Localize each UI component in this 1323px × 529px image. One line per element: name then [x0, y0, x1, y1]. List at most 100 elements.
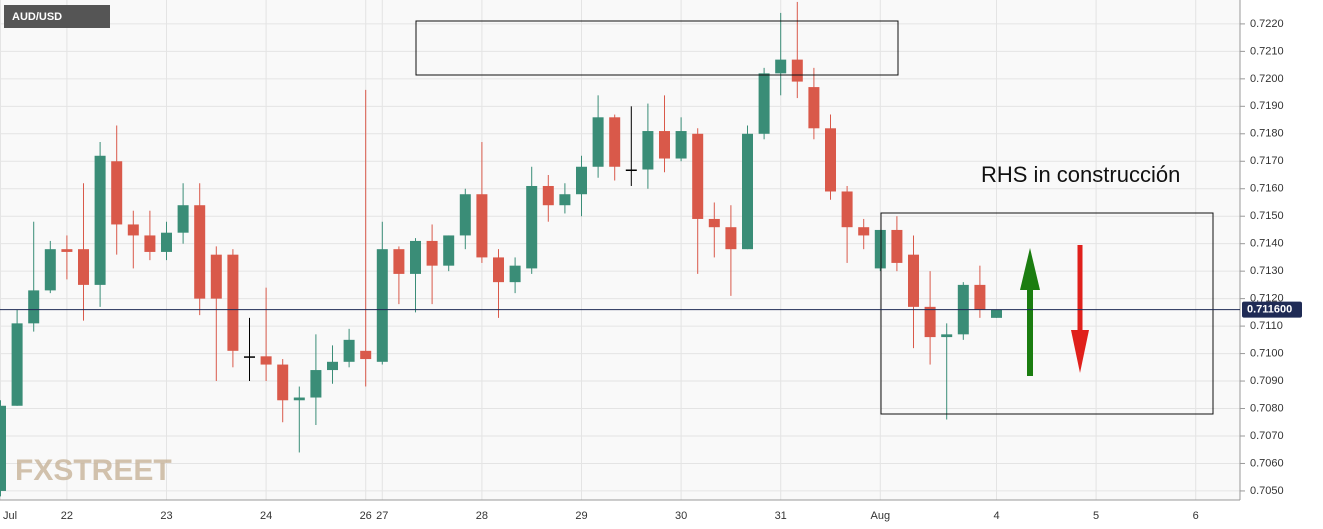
y-tick-label: 0.7060 [1250, 457, 1284, 469]
x-tick-label: 27 [376, 510, 388, 522]
candle-body [210, 254, 222, 299]
candle-body [841, 191, 853, 228]
candle-body [708, 218, 720, 228]
candle-body [493, 257, 504, 283]
last-price-label: 0.711600 [1247, 304, 1292, 316]
candle-body [526, 185, 538, 269]
candle-body [576, 166, 587, 195]
candle-body [758, 73, 770, 134]
candle-body [376, 249, 388, 362]
candle-body [941, 334, 953, 338]
candle-body [725, 227, 737, 250]
candle-body [692, 133, 704, 219]
y-tick-label: 0.7080 [1250, 402, 1284, 414]
candle-body [360, 350, 372, 360]
y-tick-label: 0.7160 [1250, 183, 1284, 195]
candle-body [659, 131, 670, 159]
candle-body [858, 227, 870, 236]
x-tick-label: 4 [993, 510, 999, 522]
candle-body [991, 309, 1002, 318]
candle-body [161, 232, 172, 252]
y-tick-label: 0.7190 [1250, 100, 1284, 112]
x-tick-label: 24 [260, 510, 272, 522]
x-tick-label: 6 [1193, 510, 1199, 522]
candle-body [874, 229, 886, 269]
plot-background [0, 0, 1240, 500]
watermark: FXSTREET [15, 454, 172, 487]
y-tick-label: 0.7110 [1250, 320, 1283, 332]
candle-body [194, 205, 206, 299]
candle-body [177, 205, 189, 233]
x-tick-label: 28 [476, 510, 488, 522]
y-tick-label: 0.7150 [1250, 210, 1284, 222]
x-tick-label: 30 [675, 510, 687, 522]
candle-body [459, 194, 471, 236]
candle-body [61, 249, 73, 252]
candle-body [0, 405, 6, 491]
annotation-box [415, 20, 899, 76]
candle-body [908, 254, 919, 307]
candle-body [144, 235, 156, 252]
y-tick-label: 0.7130 [1250, 265, 1284, 277]
candle-body [244, 356, 255, 358]
candle-body [625, 169, 637, 172]
candle-body [393, 249, 405, 274]
candle-body [825, 128, 836, 192]
candle-body [476, 194, 488, 258]
grid [0, 0, 1240, 500]
candle-body [891, 229, 903, 263]
y-tick-label: 0.7090 [1250, 375, 1284, 387]
y-tick-label: 0.7070 [1250, 430, 1284, 442]
y-tick-label: 0.7100 [1250, 347, 1284, 359]
annotation-text: RHS in construcción [981, 162, 1180, 187]
y-tick-label: 0.7200 [1250, 73, 1284, 85]
x-tick-label: Aug [871, 510, 891, 522]
candle-body [675, 131, 687, 159]
candle-body [791, 59, 803, 82]
candle-body [44, 249, 56, 291]
candle-body [227, 254, 239, 351]
x-tick-label: 31 [775, 510, 787, 522]
candle-body [127, 224, 139, 236]
candle-body [559, 194, 571, 206]
x-tick-label: Jul [3, 510, 17, 522]
candle-body [410, 240, 421, 274]
candle-body [542, 185, 554, 206]
candle-body [310, 370, 322, 398]
candle-body [592, 117, 604, 167]
candle-body [924, 306, 936, 338]
y-tick-label: 0.7210 [1250, 45, 1284, 57]
y-tick-label: 0.7120 [1250, 293, 1284, 305]
candle-body [327, 361, 338, 371]
down-arrow [1071, 245, 1089, 373]
y-tick-label: 0.7180 [1250, 128, 1284, 140]
candle-body [509, 265, 521, 283]
candle-body [11, 323, 23, 406]
last-price-box [1242, 301, 1302, 318]
y-tick-label: 0.7170 [1250, 155, 1284, 167]
symbol-label: AUD/USD [12, 11, 62, 23]
candle-body [974, 284, 986, 310]
x-tick-label: 23 [160, 510, 172, 522]
candles [0, 1, 1002, 497]
candle-body [443, 235, 455, 266]
y-tick-label: 0.7050 [1250, 485, 1284, 497]
candle-body [775, 59, 787, 74]
candle-body [28, 290, 40, 324]
candle-body [94, 155, 106, 285]
annotation-box [880, 212, 1214, 415]
x-tick-label: 5 [1093, 510, 1099, 522]
candle-body [260, 356, 272, 365]
candle-body [642, 131, 654, 170]
candle-body [293, 397, 305, 401]
x-tick-label: 29 [575, 510, 587, 522]
candle-body [426, 240, 438, 266]
candle-body [78, 249, 89, 285]
up-arrow [1020, 248, 1040, 376]
x-tick-label: 26 [360, 510, 372, 522]
candle-body [111, 161, 123, 225]
y-tick-label: 0.7220 [1250, 18, 1284, 30]
y-tick-label: 0.7140 [1250, 238, 1284, 250]
candle-body [609, 117, 621, 167]
